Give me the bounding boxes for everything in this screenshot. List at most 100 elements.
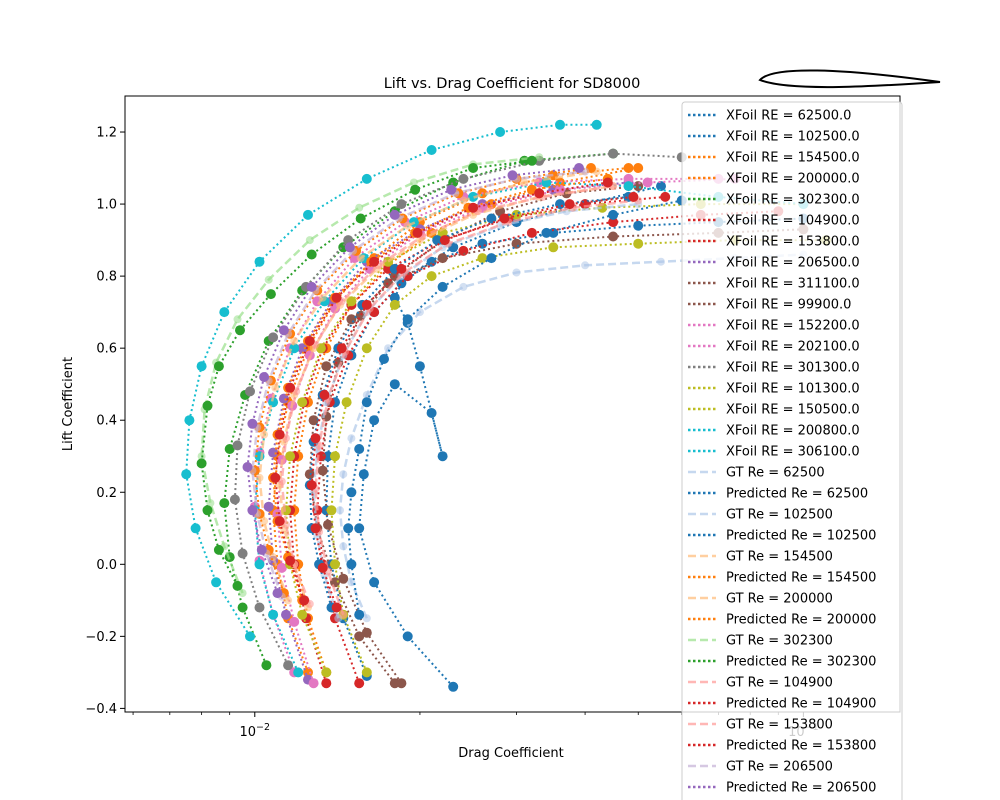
- legend-item: XFoil RE = 301300.0: [688, 361, 860, 376]
- legend-item: GT Re = 102500: [688, 508, 833, 523]
- data-point: [356, 254, 365, 263]
- data-point: [265, 289, 276, 300]
- data-point: [232, 580, 243, 591]
- data-point: [354, 444, 365, 454]
- data-point: [507, 170, 518, 181]
- legend-label: XFoil RE = 150500.0: [726, 403, 860, 418]
- series-23: [255, 167, 601, 605]
- data-point: [564, 199, 575, 210]
- data-point: [354, 631, 365, 642]
- data-point: [247, 418, 258, 429]
- legend-label: XFoil RE = 301300.0: [726, 361, 860, 376]
- data-point: [623, 181, 634, 192]
- data-point: [608, 148, 619, 159]
- legend-label: XFoil RE = 311100.0: [726, 277, 860, 292]
- data-point: [339, 542, 348, 551]
- series-line: [185, 123, 597, 637]
- data-point: [355, 203, 364, 212]
- data-point: [628, 191, 639, 202]
- data-point: [190, 523, 201, 534]
- data-point: [409, 178, 418, 187]
- data-point: [379, 354, 389, 364]
- y-tick-label: 0.4: [96, 414, 117, 429]
- data-point: [224, 444, 235, 454]
- data-point: [355, 213, 366, 224]
- data-point: [260, 517, 269, 526]
- data-point: [229, 494, 240, 505]
- legend-item: GT Re = 153800: [688, 718, 833, 733]
- data-point: [323, 519, 333, 530]
- data-point: [219, 307, 230, 318]
- legend-item: GT Re = 200000: [688, 592, 833, 607]
- legend-label: Predicted Re = 154500: [726, 571, 876, 586]
- data-point: [321, 361, 332, 372]
- legend-item: XFoil RE = 99900.0: [688, 298, 851, 313]
- data-point: [305, 236, 314, 245]
- legend-label: Predicted Re = 302300: [726, 655, 876, 670]
- legend-label: XFoil RE = 206500.0: [726, 256, 860, 271]
- legend-item: XFoil RE = 152200.0: [688, 319, 860, 334]
- data-point: [361, 299, 372, 310]
- data-point: [268, 332, 279, 343]
- data-point: [297, 609, 308, 620]
- data-point: [261, 660, 272, 671]
- data-point: [361, 173, 372, 184]
- legend-item: XFoil RE = 150500.0: [688, 403, 860, 418]
- data-point: [468, 163, 479, 173]
- data-point: [657, 257, 665, 266]
- data-point: [555, 184, 565, 195]
- legend-label: GT Re = 62500: [726, 466, 825, 481]
- data-point: [338, 573, 349, 584]
- data-point: [361, 667, 372, 678]
- data-point: [354, 609, 365, 620]
- data-point: [202, 505, 213, 516]
- data-point: [486, 253, 497, 264]
- data-point: [361, 343, 372, 354]
- series-18: [343, 195, 687, 620]
- legend-item: XFoil RE = 302300.0: [688, 193, 860, 208]
- data-point: [303, 209, 313, 220]
- legend-item: Predicted Re = 154500: [688, 571, 876, 586]
- chart-title: Lift vs. Drag Coefficient for SD8000: [384, 76, 641, 92]
- data-point: [299, 595, 310, 606]
- data-point: [468, 202, 479, 213]
- data-point: [278, 325, 289, 336]
- legend-label: Predicted Re = 206500: [726, 781, 876, 796]
- data-point: [278, 393, 289, 404]
- data-point: [285, 382, 296, 393]
- data-point: [237, 548, 248, 559]
- data-point: [339, 470, 348, 479]
- data-point: [235, 325, 245, 336]
- legend-item: XFoil RE = 200000.0: [688, 172, 860, 187]
- data-point: [306, 281, 317, 292]
- data-point: [268, 447, 279, 458]
- legend-label: GT Re = 102500: [726, 508, 833, 523]
- data-point: [336, 506, 344, 515]
- data-point: [281, 609, 291, 620]
- data-point: [608, 209, 619, 220]
- data-point: [297, 397, 308, 408]
- data-point: [633, 163, 644, 173]
- legend-label: XFoil RE = 101300.0: [726, 382, 860, 397]
- data-point: [326, 505, 337, 516]
- y-tick-label: 0.8: [96, 270, 117, 285]
- data-point: [254, 559, 265, 570]
- data-point: [347, 434, 356, 443]
- data-point: [290, 337, 299, 345]
- data-point: [289, 343, 300, 354]
- data-point: [402, 631, 413, 642]
- data-point: [285, 451, 296, 462]
- y-axis-label: Lift Coefficient: [61, 357, 76, 451]
- data-point: [310, 433, 321, 444]
- y-tick-label: −0.4: [85, 702, 117, 717]
- data-point: [541, 227, 552, 238]
- data-point: [308, 678, 319, 689]
- data-point: [247, 505, 258, 516]
- data-point: [495, 127, 506, 137]
- series-32: [242, 163, 584, 599]
- legend-label: XFoil RE = 62500.0: [726, 109, 851, 124]
- data-point: [410, 184, 421, 195]
- data-point: [315, 441, 324, 450]
- data-point: [323, 451, 333, 462]
